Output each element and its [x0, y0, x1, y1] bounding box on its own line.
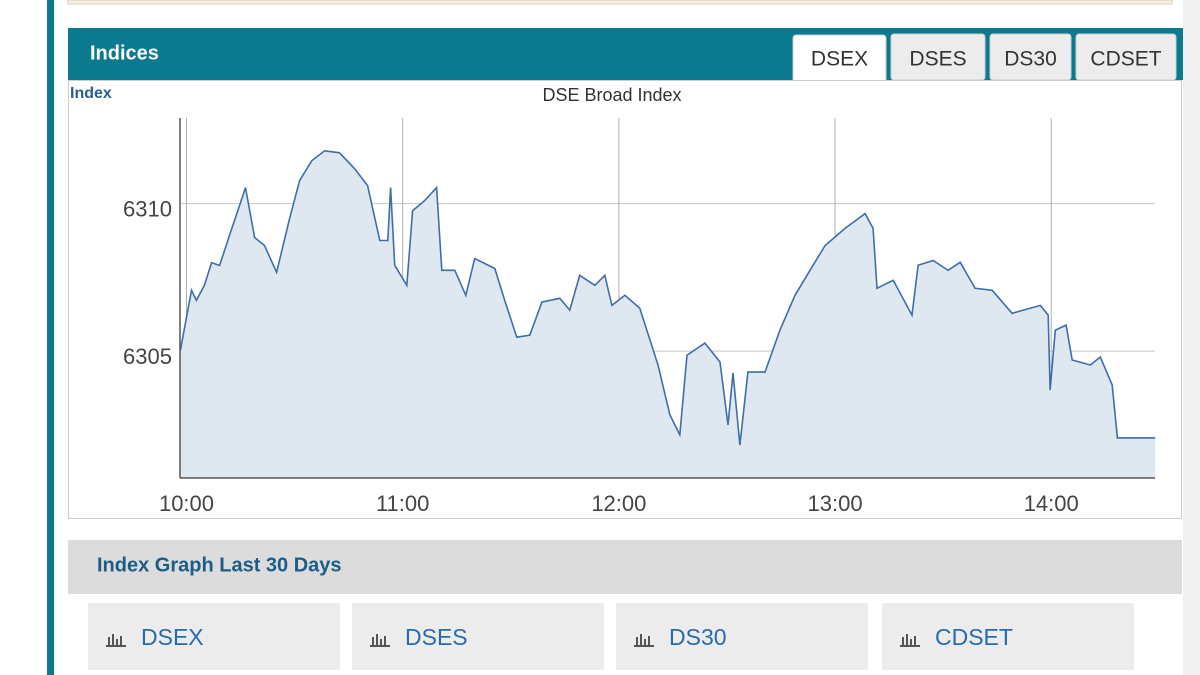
button-label[interactable]: DS30	[669, 624, 727, 650]
scrollbar	[1183, 0, 1200, 675]
line	[179, 149, 1156, 446]
x-tick-label: 12:00	[591, 491, 646, 516]
x-tick-label: 14:00	[1024, 491, 1079, 516]
left-border	[47, 0, 54, 675]
graph-button[interactable]	[616, 603, 868, 670]
x-tick-label: 10:00	[159, 491, 214, 516]
graph-button[interactable]	[882, 603, 1134, 670]
graph-button[interactable]	[352, 603, 604, 670]
top-strip	[67, 0, 1173, 5]
y-axis-label: Index	[70, 85, 112, 102]
icon-bars	[634, 634, 654, 647]
y-tick-label: 6305	[123, 344, 172, 369]
buttons: DSEX DSES DS30 CDSET	[88, 603, 1134, 670]
chart-icon	[634, 634, 654, 647]
area	[180, 150, 1156, 479]
x-tick-label: 11:00	[376, 491, 429, 516]
button-label[interactable]: DSES	[405, 624, 468, 650]
icon-bars	[900, 634, 920, 647]
chart-icon	[106, 634, 126, 647]
y-tick-label: 6310	[123, 196, 172, 221]
tab-label[interactable]: DS30	[1004, 48, 1057, 71]
button-label[interactable]: DSEX	[141, 624, 204, 650]
tab-label[interactable]: CDSET	[1090, 48, 1161, 71]
button-label[interactable]: CDSET	[935, 624, 1013, 650]
section-title: Index Graph Last 30 Days	[97, 554, 342, 576]
chart-title: DSE Broad Index	[542, 85, 681, 105]
header-title: Indices	[90, 42, 159, 64]
graph-button[interactable]	[88, 603, 340, 670]
tab-label[interactable]: DSEX	[811, 48, 868, 71]
section-header	[68, 540, 1182, 594]
plot: 6305 6310 10:00 11:00 12:00 13:00 14:00	[123, 118, 1156, 516]
chart-icon	[900, 634, 920, 647]
icon-bars	[370, 634, 390, 647]
x-tick-label: 13:00	[808, 491, 863, 516]
tab-label[interactable]: DSES	[909, 48, 966, 71]
icon-bars	[106, 634, 126, 647]
chart-icon	[370, 634, 390, 647]
